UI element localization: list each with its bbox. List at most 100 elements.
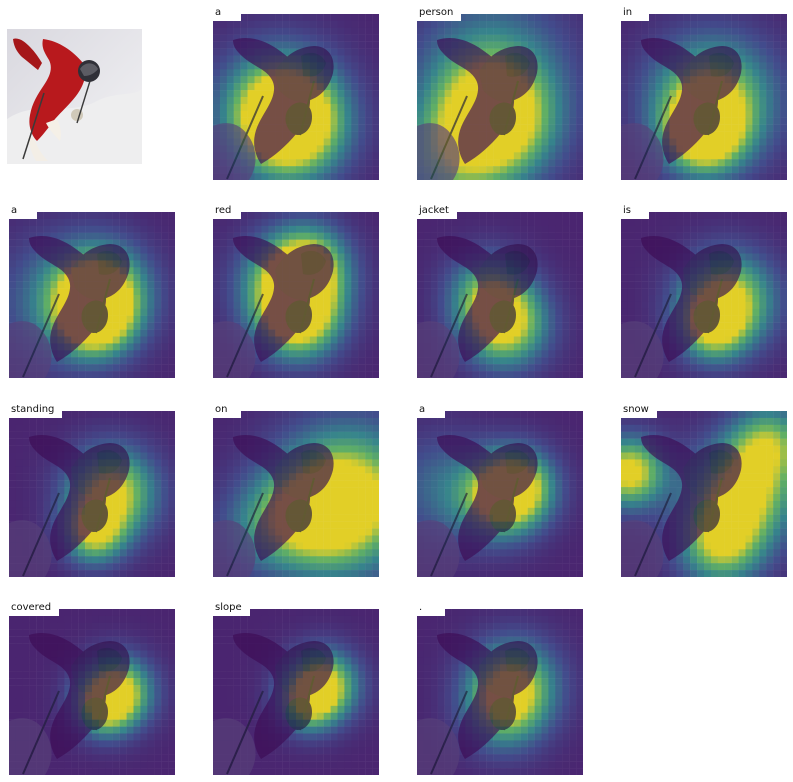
heatmap-cell bbox=[296, 218, 304, 227]
heatmap-cell bbox=[569, 166, 577, 174]
heatmap-cell bbox=[423, 48, 432, 56]
heatmap-cell bbox=[676, 364, 684, 372]
heatmap-cell bbox=[472, 83, 480, 91]
heatmap-cell bbox=[621, 117, 629, 125]
heatmap-cell bbox=[147, 350, 155, 358]
heatmap-cell bbox=[527, 145, 535, 153]
heatmap-cell bbox=[697, 218, 705, 227]
heatmap-cell bbox=[43, 212, 51, 220]
heatmap-cell bbox=[247, 260, 255, 268]
heatmap-cell bbox=[627, 90, 636, 98]
heatmap-cell bbox=[520, 308, 528, 316]
heatmap-cell bbox=[337, 288, 345, 296]
heatmap-cell bbox=[576, 218, 583, 227]
heatmap-cell bbox=[22, 473, 30, 481]
heatmap-cell bbox=[140, 350, 148, 358]
heatmap-cell bbox=[219, 417, 228, 426]
heatmap-cell bbox=[766, 166, 774, 174]
heatmap-cell bbox=[85, 343, 93, 351]
heatmap-cell bbox=[351, 218, 359, 227]
heatmap-cell bbox=[731, 152, 739, 160]
heatmap-cell bbox=[731, 41, 739, 49]
heatmap-cell bbox=[534, 364, 542, 372]
heatmap-cell bbox=[683, 218, 691, 227]
heatmap-cell bbox=[344, 357, 352, 365]
heatmap-cell bbox=[309, 417, 317, 426]
heatmap-cell bbox=[213, 34, 221, 42]
heatmap-cell bbox=[738, 239, 746, 247]
heatmap-cell bbox=[323, 295, 331, 303]
heatmap-cell bbox=[296, 232, 304, 240]
heatmap-cell bbox=[147, 301, 155, 310]
heatmap-cell bbox=[358, 62, 366, 70]
heatmap-cell bbox=[780, 308, 787, 316]
heatmap-cell bbox=[676, 173, 684, 180]
heatmap-cell bbox=[562, 232, 570, 240]
heatmap-cell bbox=[365, 500, 373, 509]
heatmap-cell bbox=[752, 131, 760, 139]
heatmap-cell bbox=[683, 239, 691, 247]
heatmap-cell bbox=[337, 159, 345, 167]
heatmap-cell bbox=[337, 83, 345, 91]
heatmap-cell bbox=[569, 315, 577, 323]
heatmap-cell bbox=[50, 570, 58, 577]
heatmap-cell bbox=[780, 34, 787, 42]
heatmap-cell bbox=[92, 570, 100, 577]
heatmap-cell bbox=[323, 41, 331, 49]
heatmap-cell bbox=[562, 138, 570, 146]
heatmap-cell bbox=[569, 97, 577, 105]
heatmap-cell bbox=[458, 357, 466, 365]
heatmap-cell bbox=[78, 225, 86, 233]
heatmap-cell bbox=[773, 55, 781, 63]
heatmap-cell bbox=[655, 274, 663, 282]
heatmap-cell bbox=[548, 27, 556, 35]
heatmap-cell bbox=[627, 301, 636, 310]
heatmap-cell bbox=[358, 357, 366, 365]
heatmap-cell bbox=[309, 295, 317, 303]
heatmap-cell bbox=[513, 34, 521, 42]
heatmap-cell bbox=[358, 424, 366, 432]
heatmap-cell bbox=[226, 424, 234, 432]
heatmap-cell bbox=[29, 473, 37, 481]
heatmap-cell bbox=[683, 173, 691, 180]
heatmap-cell bbox=[50, 218, 58, 227]
heatmap-cell bbox=[268, 357, 276, 365]
heatmap-cell bbox=[724, 103, 732, 112]
heatmap-cell bbox=[745, 281, 753, 289]
heatmap-cell bbox=[78, 246, 86, 254]
heatmap-cell bbox=[57, 225, 65, 233]
heatmap-cell bbox=[634, 218, 642, 227]
heatmap-cell bbox=[655, 267, 663, 275]
heatmap-cell bbox=[759, 159, 767, 167]
heatmap-cell bbox=[766, 301, 774, 310]
heatmap-cell bbox=[738, 166, 746, 174]
heatmap-cell bbox=[133, 364, 141, 372]
heatmap-cell bbox=[430, 117, 438, 125]
heatmap-cell bbox=[690, 232, 698, 240]
heatmap-cell bbox=[330, 371, 338, 378]
heatmap-cell bbox=[119, 411, 127, 419]
attention-panel: is bbox=[621, 203, 787, 378]
heatmap-cell bbox=[29, 274, 37, 282]
heatmap-cell bbox=[710, 152, 719, 160]
heatmap-cell bbox=[71, 431, 79, 439]
heatmap-cell bbox=[323, 239, 331, 247]
heatmap-cell bbox=[493, 371, 501, 378]
heatmap-cell bbox=[358, 212, 366, 220]
heatmap-cell bbox=[576, 239, 583, 247]
heatmap-cell bbox=[323, 34, 331, 42]
heatmap-cell bbox=[527, 173, 535, 180]
heatmap-cell bbox=[29, 246, 37, 254]
heatmap-cell bbox=[219, 466, 228, 474]
heatmap-cell bbox=[752, 41, 760, 49]
heatmap-cell bbox=[64, 417, 72, 426]
heatmap-cell bbox=[430, 225, 438, 233]
heatmap-cell bbox=[98, 431, 107, 439]
heatmap-cell bbox=[126, 225, 134, 233]
heatmap-cell bbox=[154, 253, 162, 261]
heatmap-cell bbox=[268, 438, 276, 446]
heatmap-cell bbox=[780, 288, 787, 296]
heatmap-cell bbox=[105, 514, 113, 522]
heatmap-cell bbox=[465, 27, 473, 35]
heatmap-cell bbox=[316, 336, 324, 344]
